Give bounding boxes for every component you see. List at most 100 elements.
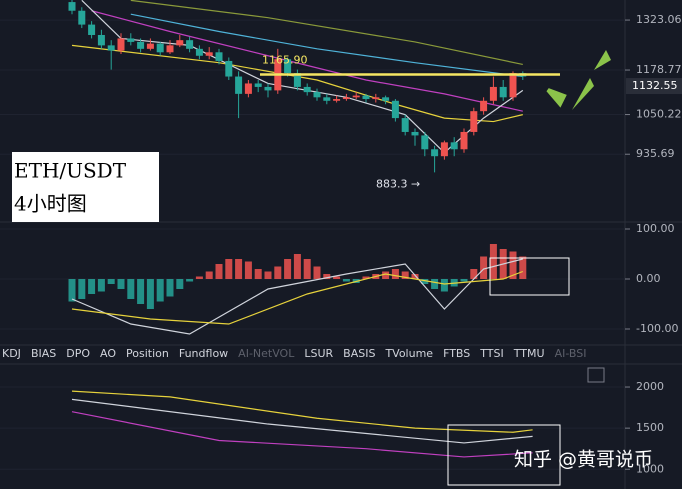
histogram-bar (127, 279, 135, 299)
candle-body (205, 52, 213, 56)
indicator-tab[interactable]: TTMU (513, 347, 545, 360)
candle-body (391, 100, 399, 119)
indicator-tab[interactable]: AI-BSI (555, 347, 587, 360)
candle-body (225, 60, 233, 77)
indicator-tab[interactable]: KDJ (2, 347, 21, 360)
y-tick-label: 1050.22 (636, 108, 682, 121)
candle-body (401, 118, 409, 132)
histogram-bar (303, 259, 311, 279)
histogram-bar (117, 279, 125, 289)
price-tag-label: 1132.55 (632, 79, 678, 92)
histogram-bar (254, 269, 262, 279)
candle-body (215, 52, 223, 61)
indicator-line (71, 270, 524, 325)
histogram-bar (274, 266, 282, 279)
candle-body (323, 97, 331, 101)
candle-body (450, 142, 458, 150)
y-tick-label: 935.69 (636, 147, 675, 160)
candle-body (284, 59, 292, 74)
histogram-bar (97, 279, 105, 292)
candle-body (117, 38, 125, 51)
indicator-line (130, 0, 523, 66)
candle-body (382, 97, 390, 101)
y-tick-label: 1323.06 (636, 13, 682, 26)
histogram-bar (333, 276, 341, 279)
histogram-bar (313, 266, 321, 279)
indicator-tab[interactable]: DPO (66, 347, 90, 360)
histogram-bar (205, 271, 213, 279)
indicator-line (71, 398, 533, 444)
histogram-bar (460, 279, 468, 282)
candle-body (509, 73, 517, 98)
histogram-bar (137, 279, 145, 304)
histogram-bar (264, 271, 272, 279)
histogram-bar (195, 276, 203, 279)
y-tick-label: 2000 (636, 380, 664, 393)
candle-body (97, 34, 105, 46)
histogram-bar (293, 254, 301, 279)
indicator-tab[interactable]: TVolume (384, 347, 433, 360)
price-tag (626, 78, 682, 95)
histogram-bar (235, 259, 243, 279)
arrow (594, 50, 611, 70)
histogram-bar (107, 279, 115, 284)
histogram-bar (391, 269, 399, 279)
y-tick-label: 100.00 (636, 222, 675, 235)
candle-body (421, 135, 429, 150)
histogram-bar (362, 276, 370, 279)
indicator-tab[interactable]: LSUR (304, 347, 333, 360)
indicator-tab[interactable]: BASIS (343, 347, 375, 360)
histogram-bar (470, 269, 478, 279)
candle-body (254, 83, 262, 87)
candle-body (146, 43, 154, 49)
histogram-bar (519, 256, 527, 279)
chart-title: ETH/USDT (14, 159, 127, 183)
indicator-tab[interactable]: Fundflow (179, 347, 228, 360)
candle-body (411, 131, 419, 136)
histogram-bar (284, 259, 292, 279)
histogram-bar (166, 279, 174, 297)
histogram-bar (215, 264, 223, 279)
chart-subtitle: 4小时图 (14, 192, 87, 216)
histogram-bar (146, 279, 154, 309)
histogram-bar (225, 259, 233, 279)
candle-body (303, 86, 311, 93)
candle-body (460, 131, 468, 150)
candle-body (372, 97, 380, 100)
candle-body (499, 86, 507, 98)
low-label: 883.3 → (376, 177, 420, 190)
candle-body (107, 45, 115, 51)
candle-body (352, 95, 360, 98)
indicator-tab[interactable]: AO (100, 347, 116, 360)
histogram-bar (88, 279, 96, 294)
candle-body (480, 100, 488, 112)
candle-body (137, 41, 145, 49)
histogram-bar (176, 279, 184, 289)
candle-body (342, 97, 350, 100)
arrow (546, 88, 567, 108)
title-box (12, 152, 159, 222)
candle-body (333, 99, 341, 101)
indicator-tab[interactable]: FTBS (443, 347, 470, 360)
indicator-tab[interactable]: Position (126, 347, 169, 360)
histogram-bar (421, 279, 429, 284)
y-tick-label: -100.00 (636, 322, 678, 335)
candle-body (68, 2, 76, 11)
histogram-bar (480, 256, 488, 279)
indicator-tab[interactable]: BIAS (31, 347, 56, 360)
histogram-bar (489, 244, 497, 279)
histogram-bar (401, 271, 409, 279)
expand-icon[interactable] (587, 367, 605, 383)
candle-body (431, 149, 439, 157)
indicator-tab[interactable]: AI-NetVOL (238, 347, 295, 360)
highlight-box (489, 257, 570, 296)
highlight-box (447, 424, 561, 486)
watermark: 知乎 @黄哥说币 (514, 449, 653, 471)
histogram-bar (244, 261, 252, 279)
indicator-tab[interactable]: TTSI (479, 347, 503, 360)
candle-body (235, 76, 243, 94)
y-tick-label: 1000 (636, 462, 664, 475)
indicator-line (130, 13, 523, 78)
